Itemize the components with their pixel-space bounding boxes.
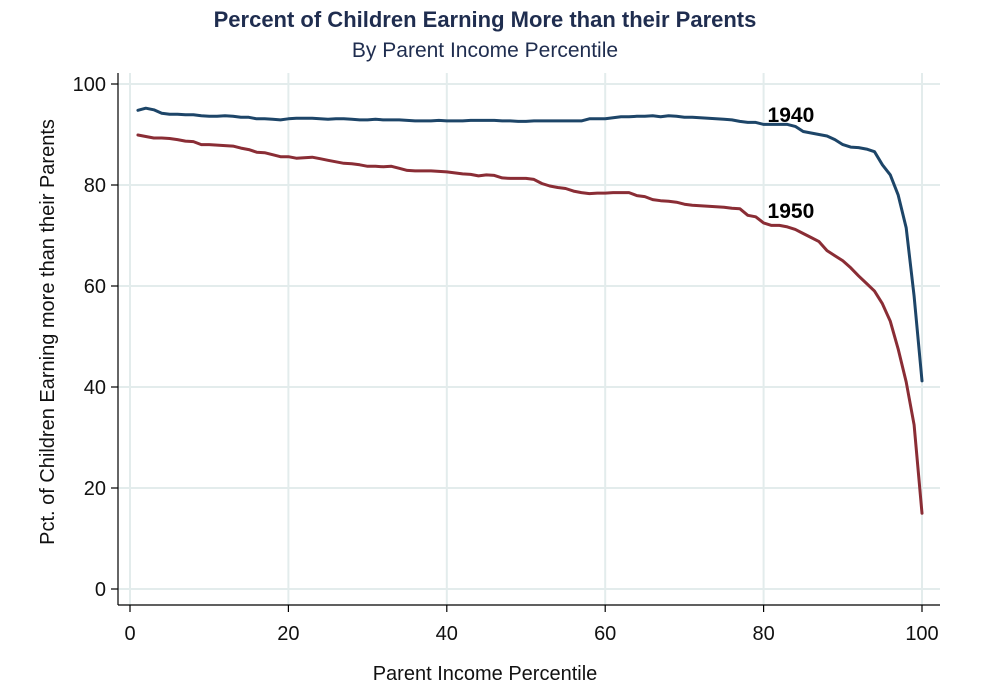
y-tick-label: 60 <box>84 276 106 298</box>
series-lines <box>136 106 924 515</box>
series-line-1950 <box>136 133 924 515</box>
series-label-1950: 1950 <box>768 200 815 223</box>
annotations: 1940 1950 <box>768 104 815 223</box>
chart-title: Percent of Children Earning More than th… <box>214 7 757 32</box>
x-tick-label: 40 <box>436 623 458 645</box>
x-tick-label: 80 <box>752 623 774 645</box>
x-tick-label: 100 <box>905 623 938 645</box>
chart-subtitle: By Parent Income Percentile <box>352 39 618 62</box>
series-line-1940 <box>136 106 924 383</box>
y-tick-label: 20 <box>84 478 106 500</box>
x-axis-title: Parent Income Percentile <box>373 663 598 685</box>
y-tick-label: 80 <box>84 175 106 197</box>
y-tick-label: 0 <box>95 579 106 601</box>
grid <box>118 73 940 605</box>
series-label-1940: 1940 <box>768 104 815 127</box>
x-tick-label: 60 <box>594 623 616 645</box>
x-tick-label: 20 <box>277 623 299 645</box>
y-ticks: 0 20 40 60 80 100 <box>73 74 118 601</box>
axes <box>117 73 940 606</box>
x-tick-label: 0 <box>124 623 135 645</box>
x-ticks: 0 20 40 60 80 100 <box>124 605 939 645</box>
y-tick-label: 100 <box>73 74 106 96</box>
y-tick-label: 40 <box>84 377 106 399</box>
y-axis-title: Pct. of Children Earning more than their… <box>37 119 59 545</box>
